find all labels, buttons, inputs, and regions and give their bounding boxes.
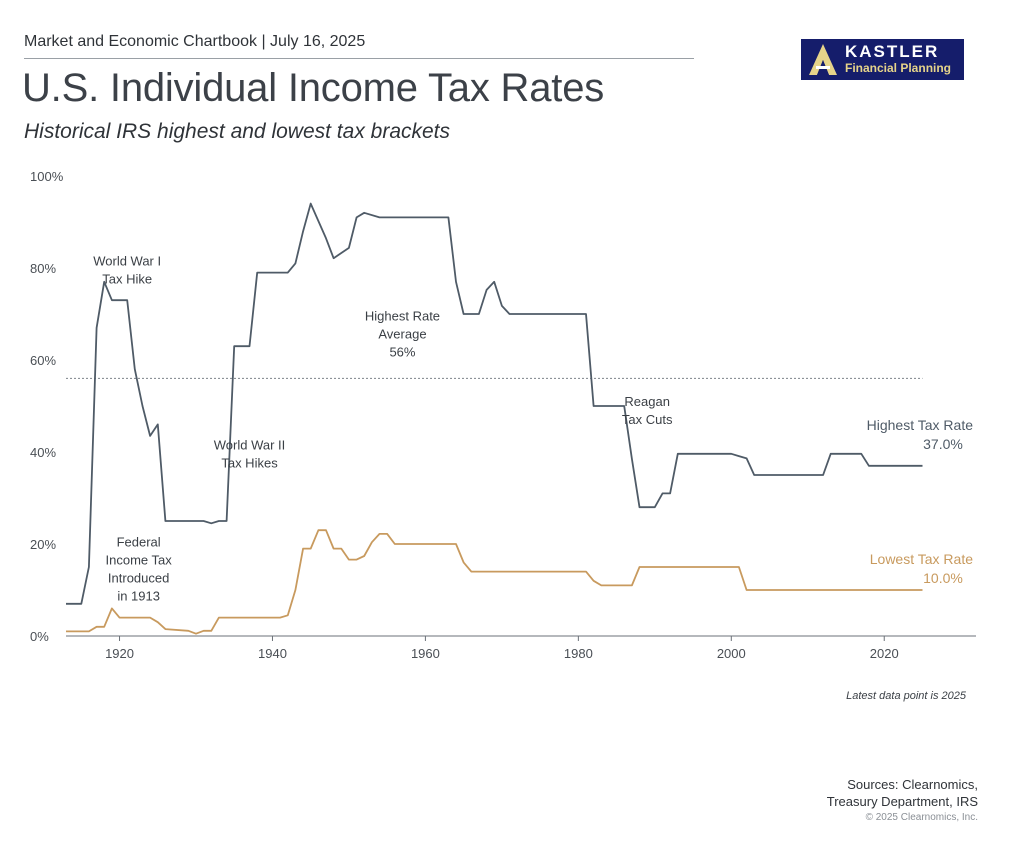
y-tick-label: 40% [30,445,56,460]
y-tick-label: 20% [30,537,56,552]
chartbook-header: Market and Economic Chartbook | July 16,… [24,33,366,50]
mountain-icon [809,44,837,75]
header-divider [24,58,694,59]
latest-data-note: Latest data point is 2025 [846,690,966,702]
x-tick-label: 1920 [105,646,134,661]
chart-axes: 0% 20% 40% 60% 80% 100% 1920 1940 1960 1980 2000 20… [30,169,976,661]
x-tick-label: 1980 [564,646,593,661]
y-tick-label: 100% [30,169,64,184]
x-tick-label: 1940 [258,646,287,661]
x-tick-label: 2000 [717,646,746,661]
reference-line-group: Highest Rate Average 56% [66,308,923,379]
logo-name: KASTLER [845,42,940,61]
highest-rate-label: Highest Tax Rate 37.0% [867,417,974,452]
page-title: U.S. Individual Income Tax Rates [22,66,605,110]
highest-rate-line [66,202,923,605]
series-labels: Highest Tax Rate 37.0% Lowest Tax Rate 10.0… [867,417,974,586]
y-tick-label: 60% [30,353,56,368]
x-tick-label: 1960 [411,646,440,661]
average-reference-label: Highest Rate Average 56% [365,308,440,359]
page-subtitle: Historical IRS highest and lowest tax br… [24,120,451,143]
kastler-logo: KASTLER Financial Planning [801,39,964,80]
lowest-rate-line [66,529,923,635]
sources-line-1: Sources: Clearnomics, [847,777,978,792]
x-tick-label: 2020 [870,646,899,661]
annotation-ww2: World War II Tax Hikes [214,438,286,471]
copyright: © 2025 Clearnomics, Inc. [865,812,978,823]
logo-subtitle: Financial Planning [845,61,952,75]
sources-line-2: Treasury Department, IRS [826,794,978,809]
annotation-reagan: Reagan Tax Cuts [622,394,673,427]
y-tick-label: 80% [30,261,56,276]
series-lines [66,202,923,635]
annotation-fed: Federal Income Tax Introduced in 1913 [106,534,173,603]
y-tick-label: 0% [30,629,49,644]
sources-note: Sources: Clearnomics, Treasury Departmen… [827,776,978,810]
chart-annotations: World War I Tax Hike World War II Tax Hikes… [93,254,673,604]
lowest-rate-label: Lowest Tax Rate 10.0% [870,551,973,586]
annotation-ww1: World War I Tax Hike [93,254,161,287]
